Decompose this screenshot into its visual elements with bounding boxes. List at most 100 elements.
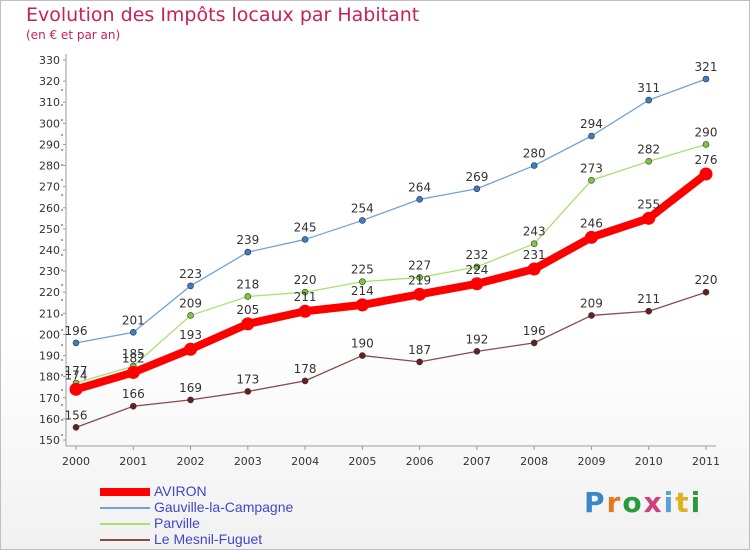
data-point xyxy=(530,162,538,169)
series-line xyxy=(75,291,707,428)
x-tick-label: 2004 xyxy=(291,455,319,468)
x-tick-label: 2010 xyxy=(635,455,663,468)
data-point xyxy=(702,288,710,296)
y-tick-label: 220 xyxy=(39,286,60,299)
data-label: 219 xyxy=(408,273,431,287)
axis-dot xyxy=(61,254,63,256)
data-point xyxy=(69,382,83,396)
data-point xyxy=(244,293,252,300)
legend-label: Gauville-la-Campagne xyxy=(154,499,294,515)
x-tick-label: 2003 xyxy=(234,455,262,468)
y-tick-label: 160 xyxy=(39,413,60,426)
axis-dot xyxy=(61,89,63,91)
x-tick-label: 2002 xyxy=(177,455,205,468)
data-point xyxy=(702,75,710,83)
data-point xyxy=(588,312,595,319)
data-label: 192 xyxy=(465,332,488,346)
data-label: 294 xyxy=(580,117,603,131)
data-point xyxy=(588,132,595,140)
data-label: 232 xyxy=(465,248,488,262)
data-point xyxy=(416,274,423,281)
axis-dot xyxy=(61,389,63,391)
data-point xyxy=(187,396,194,404)
x-tick-label: 2000 xyxy=(62,455,90,468)
data-label: 218 xyxy=(236,277,259,291)
axis-dot xyxy=(61,314,63,316)
data-label: 246 xyxy=(580,216,603,230)
data-point xyxy=(244,388,252,395)
legend-item-gauville: Gauville-la-Campagne xyxy=(100,499,400,516)
x-tick-label: 2011 xyxy=(692,455,720,468)
y-tick-label: 240 xyxy=(39,244,60,257)
y-tick-label: 260 xyxy=(39,202,60,215)
data-label: 169 xyxy=(179,381,202,395)
series-line xyxy=(75,143,707,384)
y-tick-label: 200 xyxy=(39,328,60,341)
data-label: 187 xyxy=(408,343,431,357)
data-point xyxy=(359,278,366,285)
x-tick-label: 2005 xyxy=(348,455,376,468)
legend-swatch xyxy=(100,523,150,525)
axis-dot xyxy=(61,374,63,376)
axis-dot xyxy=(61,299,63,301)
data-label: 193 xyxy=(179,328,202,342)
data-point xyxy=(72,339,80,347)
chart-subtitle: (en € et par an) xyxy=(26,28,121,42)
data-label: 166 xyxy=(122,387,145,401)
data-point xyxy=(355,298,369,312)
data-label: 220 xyxy=(294,273,317,287)
x-tick-label: 2008 xyxy=(520,455,548,468)
y-tick-label: 150 xyxy=(39,434,60,447)
axis-dot xyxy=(61,329,63,331)
y-tick-label: 290 xyxy=(39,138,60,151)
data-point xyxy=(129,329,137,336)
data-label: 185 xyxy=(122,347,145,361)
legend-item-mesnil: Le Mesnil-Fuguet xyxy=(100,531,400,548)
data-point xyxy=(129,402,137,410)
series-line xyxy=(72,170,710,394)
data-label: 174 xyxy=(65,368,88,382)
data-label: 269 xyxy=(465,170,488,184)
y-tick-label: 230 xyxy=(39,265,60,278)
data-label: 178 xyxy=(294,362,317,376)
data-point xyxy=(359,352,366,359)
data-label: 177 xyxy=(65,364,88,378)
data-point xyxy=(72,424,80,431)
data-label: 282 xyxy=(637,142,660,156)
data-label: 211 xyxy=(637,292,660,306)
brand-logo: Proxiti xyxy=(584,486,703,519)
legend-swatch xyxy=(100,507,150,509)
y-tick-label: 170 xyxy=(39,392,60,405)
data-point xyxy=(588,177,595,184)
y-tick-label: 190 xyxy=(39,350,60,363)
data-label: 196 xyxy=(65,324,88,338)
data-label: 227 xyxy=(408,258,431,272)
data-label: 214 xyxy=(351,284,374,298)
legend-label: AVIRON xyxy=(154,483,207,499)
data-point xyxy=(244,248,252,256)
axis-dot xyxy=(61,419,63,421)
data-label: 190 xyxy=(351,337,374,351)
axis-dot xyxy=(61,359,63,361)
data-point xyxy=(184,342,198,356)
data-point xyxy=(699,167,713,181)
legend-swatch xyxy=(100,488,150,496)
y-tick-label: 210 xyxy=(39,307,60,320)
data-label: 156 xyxy=(65,408,88,422)
data-label: 196 xyxy=(523,324,546,338)
x-tick-label: 2001 xyxy=(119,455,147,468)
axis-dot xyxy=(61,404,63,406)
data-label: 273 xyxy=(580,161,603,175)
data-label: 209 xyxy=(580,296,603,310)
x-tick-label: 2009 xyxy=(577,455,605,468)
axis-dot xyxy=(61,239,63,241)
chart-title: Evolution des Impôts locaux par Habitant xyxy=(26,4,420,26)
data-label: 205 xyxy=(236,303,259,317)
data-point xyxy=(530,339,538,347)
data-label: 276 xyxy=(695,153,718,167)
data-label: 223 xyxy=(179,267,202,281)
y-tick-label: 320 xyxy=(39,75,60,88)
legend-swatch xyxy=(100,539,150,541)
data-label: 201 xyxy=(122,313,145,327)
